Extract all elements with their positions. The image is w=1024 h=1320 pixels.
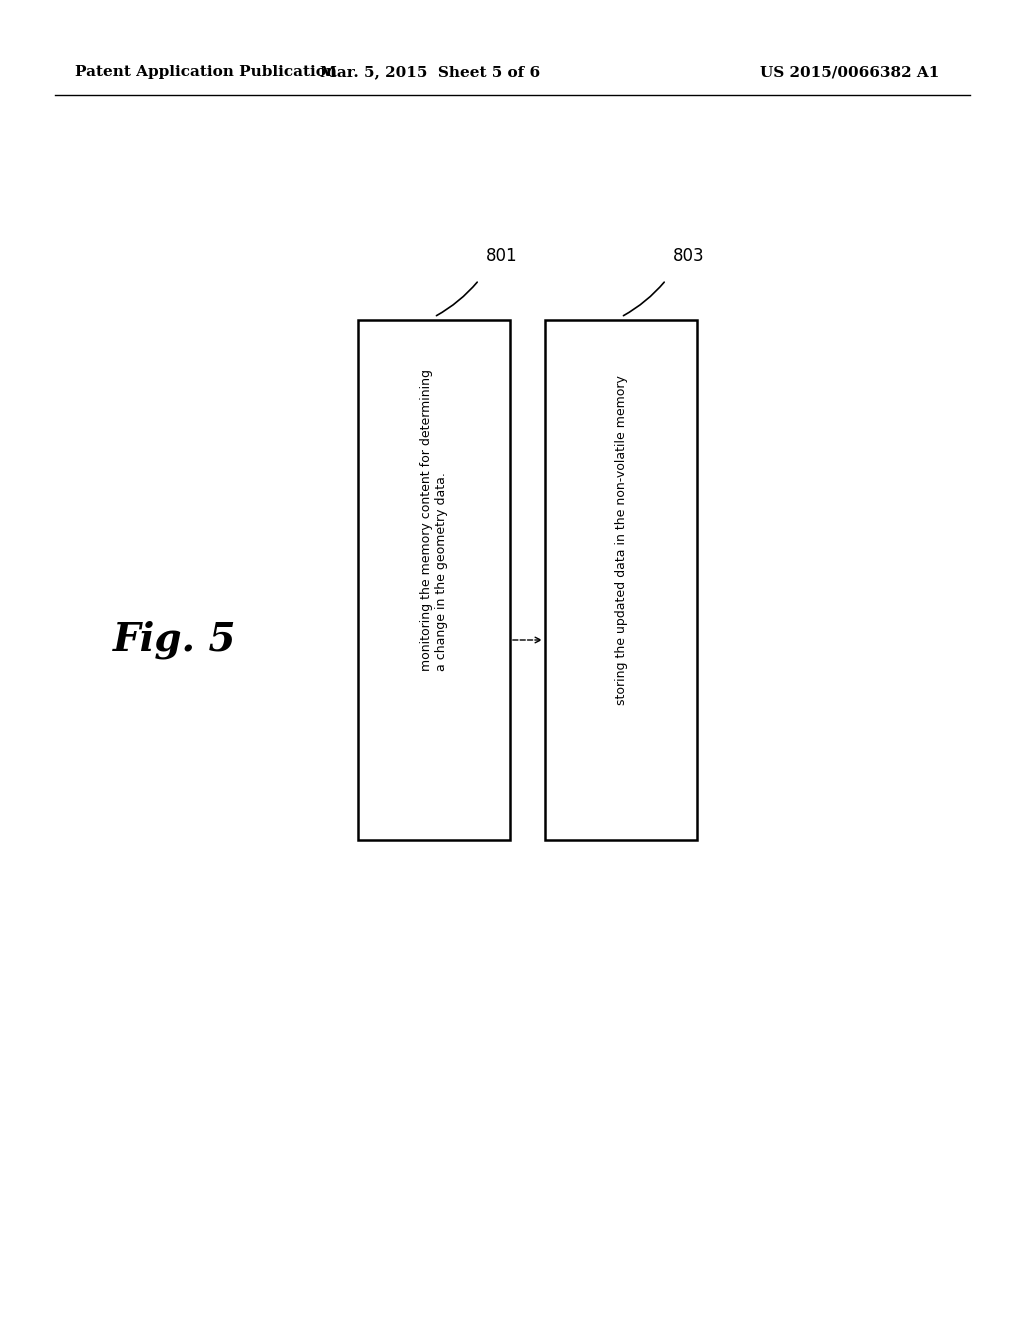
Text: Mar. 5, 2015  Sheet 5 of 6: Mar. 5, 2015 Sheet 5 of 6 bbox=[319, 65, 540, 79]
Text: US 2015/0066382 A1: US 2015/0066382 A1 bbox=[760, 65, 940, 79]
Text: monitoring the memory content for determining
a change in the geometry data.: monitoring the memory content for determ… bbox=[420, 370, 449, 671]
Text: Fig. 5: Fig. 5 bbox=[114, 620, 237, 659]
Text: Patent Application Publication: Patent Application Publication bbox=[75, 65, 337, 79]
Text: 801: 801 bbox=[486, 247, 517, 265]
Text: 803: 803 bbox=[673, 247, 705, 265]
Bar bbox=[358, 319, 510, 840]
Bar bbox=[545, 319, 697, 840]
Text: storing the updated data in the non-volatile memory: storing the updated data in the non-vola… bbox=[614, 375, 628, 705]
